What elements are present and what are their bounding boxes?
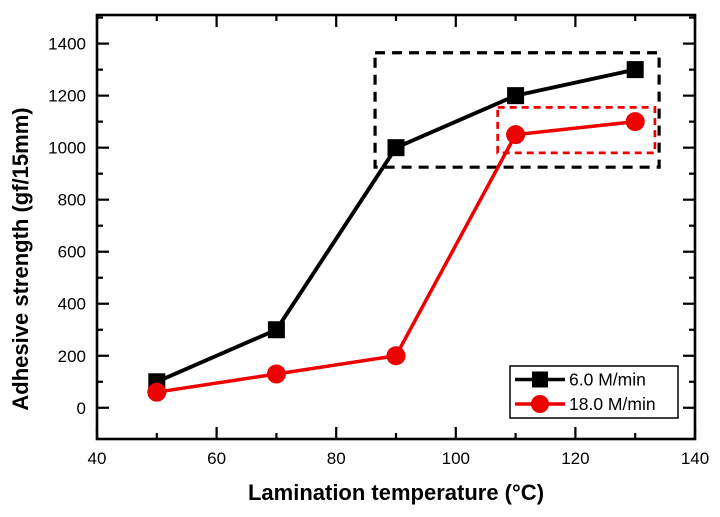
x-tick-label: 40 xyxy=(88,449,107,468)
annotations xyxy=(373,51,661,169)
series-0 xyxy=(148,61,644,391)
y-tick-label: 0 xyxy=(77,399,86,418)
y-tick-label: 1200 xyxy=(48,87,86,106)
data-point xyxy=(266,364,286,384)
data-point xyxy=(506,125,526,145)
y-axis-title: Adhesive strength (gf/15mm) xyxy=(8,107,33,411)
data-point xyxy=(267,321,285,339)
x-tick-label: 100 xyxy=(442,449,470,468)
data-point xyxy=(626,61,644,79)
series xyxy=(147,61,645,402)
series-line-0 xyxy=(156,67,636,384)
x-tick-label: 60 xyxy=(207,449,226,468)
data-point xyxy=(147,382,167,402)
data-point xyxy=(507,87,525,105)
highlight-box-0 xyxy=(373,51,661,169)
y-tick-label: 400 xyxy=(58,295,86,314)
x-axis-title: Lamination temperature (°C) xyxy=(247,480,545,505)
y-tick-label: 600 xyxy=(58,243,86,262)
y-tick-label: 800 xyxy=(58,191,86,210)
plot-frame xyxy=(95,13,697,441)
x-tick-label: 120 xyxy=(561,449,589,468)
legend-label: 18.0 M/min xyxy=(569,394,656,414)
y-tick-label: 200 xyxy=(58,347,86,366)
legend: 6.0 M/min 18.0 M/min xyxy=(509,365,679,419)
highlight-box-1 xyxy=(496,105,657,155)
y-tick-label: 1400 xyxy=(48,35,86,54)
data-point xyxy=(386,346,406,366)
x-tick-label: 80 xyxy=(327,449,346,468)
x-tick-label: 140 xyxy=(681,449,709,468)
legend-marker xyxy=(532,371,548,388)
data-point xyxy=(625,112,645,132)
legend-label: 6.0 M/min xyxy=(569,370,646,390)
y-tick-label: 1000 xyxy=(48,139,86,158)
legend-marker xyxy=(531,395,549,413)
series-1 xyxy=(147,112,645,402)
data-point xyxy=(387,139,405,157)
